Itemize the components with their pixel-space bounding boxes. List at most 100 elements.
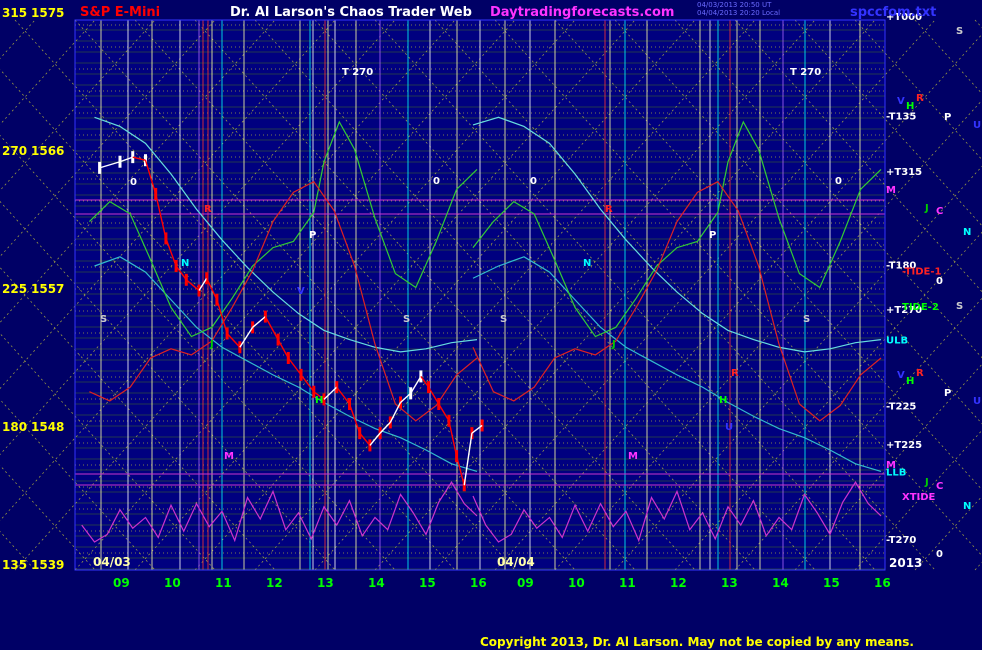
tide-label: XTIDE <box>902 492 936 503</box>
plot-marker: H <box>315 395 323 406</box>
series-tide-2 <box>472 120 882 338</box>
right-level-label: -T135 <box>886 112 916 123</box>
x-tick-label: 10 <box>568 576 585 590</box>
right-level-label: -T180 <box>886 260 916 271</box>
plot-marker: S <box>403 314 410 325</box>
planet-marker: V <box>897 96 905 107</box>
grid-diagonal-down <box>974 19 982 29</box>
series-tide-1 <box>89 180 478 422</box>
year-label: 2013 <box>889 556 922 570</box>
x-tick-label: 12 <box>670 576 687 590</box>
y-angle-label: 135 <box>2 558 27 572</box>
plot-marker: P <box>709 230 716 241</box>
right-level-label: -T225 <box>886 402 916 413</box>
planet-marker: 0 <box>936 549 943 560</box>
data-file-label: spccfom.txt <box>850 5 937 20</box>
price-segment <box>287 357 302 376</box>
planet-marker: R <box>916 93 924 104</box>
plot-marker: 0 <box>835 176 842 187</box>
plot-marker: N <box>583 258 591 269</box>
series-xtide <box>81 481 478 543</box>
right-level-label: -T270 <box>886 535 916 546</box>
planet-marker: P <box>944 112 951 123</box>
price-segment <box>427 386 440 405</box>
site-link[interactable]: Daytradingforecasts.com <box>490 5 675 20</box>
y-angle-label: 180 <box>2 420 27 434</box>
grid-diagonal-down <box>0 68 456 571</box>
price-segment <box>336 386 351 405</box>
grid-diagonal-down <box>434 19 936 571</box>
plot-marker: J <box>611 339 616 350</box>
planet-marker: U <box>973 120 981 131</box>
plot-marker: J <box>209 339 214 350</box>
price-segment <box>420 375 430 388</box>
right-level-label: +T000 <box>886 12 922 23</box>
timestamp: 04/03/2013 20:50 UT 04/04/2013 20:20 Loc… <box>697 1 780 17</box>
planet-marker: H <box>906 376 914 387</box>
y-price-label: 1557 <box>31 282 64 296</box>
grid-diagonal-down <box>0 266 276 571</box>
chart-title: Dr. Al Larson's Chaos Trader Web <box>230 5 472 20</box>
price-segment <box>252 316 266 328</box>
right-level-label: +T315 <box>886 167 922 178</box>
y-angle-label: 225 <box>2 282 27 296</box>
grid-diagonal-down <box>0 134 396 571</box>
planet-marker: M <box>886 185 896 196</box>
price-segment <box>348 403 361 434</box>
price-segment <box>206 277 218 301</box>
series-layer <box>81 116 882 543</box>
plot-marker: R <box>204 204 212 215</box>
date-label-day2: 04/04 <box>497 555 535 569</box>
tide-label: TIDE-2 <box>902 302 939 313</box>
x-tick-label: 09 <box>517 576 534 590</box>
price-segment <box>264 316 279 340</box>
plot-marker: R <box>731 368 739 379</box>
price-segment <box>216 299 228 334</box>
x-tick-label: 13 <box>317 576 334 590</box>
grid-diagonal-down <box>494 19 982 557</box>
timestamp-local: 04/04/2013 20:20 Local <box>697 9 781 17</box>
price-segment <box>463 433 473 486</box>
price-segment <box>99 161 121 169</box>
price-segment <box>400 392 412 403</box>
price-layer <box>98 151 484 492</box>
planet-marker: S <box>956 301 963 312</box>
x-tick-label: 15 <box>419 576 436 590</box>
price-segment <box>471 424 483 434</box>
planet-marker: U <box>973 396 981 407</box>
price-segment <box>455 455 465 486</box>
plot-marker: S <box>100 314 107 325</box>
plot-marker: 0 <box>530 176 537 187</box>
plot-marker: 0 <box>433 176 440 187</box>
grid-diagonal-down <box>614 19 982 425</box>
x-tick-label: 14 <box>772 576 789 590</box>
planet-marker: M <box>886 460 896 471</box>
series-tide-1 <box>472 180 882 422</box>
price-segment <box>226 332 241 348</box>
price-segment <box>389 402 402 423</box>
x-tick-label: 11 <box>215 576 232 590</box>
y-price-label: 1539 <box>31 558 64 572</box>
y-price-label: 1566 <box>31 144 64 158</box>
price-segment <box>239 326 254 348</box>
x-tick-label: 14 <box>368 576 385 590</box>
price-segment <box>438 403 450 422</box>
price-segment <box>369 432 381 446</box>
price-segment <box>165 238 177 267</box>
right-level-label: +T270 <box>886 305 922 316</box>
planet-marker: S <box>956 26 963 37</box>
timestamp-ut: 04/03/2013 20:50 UT <box>697 1 772 9</box>
right-level-label: +T225 <box>886 440 922 451</box>
planet-marker: C <box>936 481 943 492</box>
price-segment <box>155 193 167 239</box>
price-segment <box>185 279 200 292</box>
plot-marker: T 270 <box>342 67 373 78</box>
planet-marker: H <box>906 101 914 112</box>
x-tick-label: 10 <box>164 576 181 590</box>
planet-marker: P <box>944 388 951 399</box>
price-segment <box>132 156 146 161</box>
series-band-upper <box>472 116 882 353</box>
grid-diagonal-down <box>194 19 696 571</box>
planet-marker: V <box>897 370 905 381</box>
